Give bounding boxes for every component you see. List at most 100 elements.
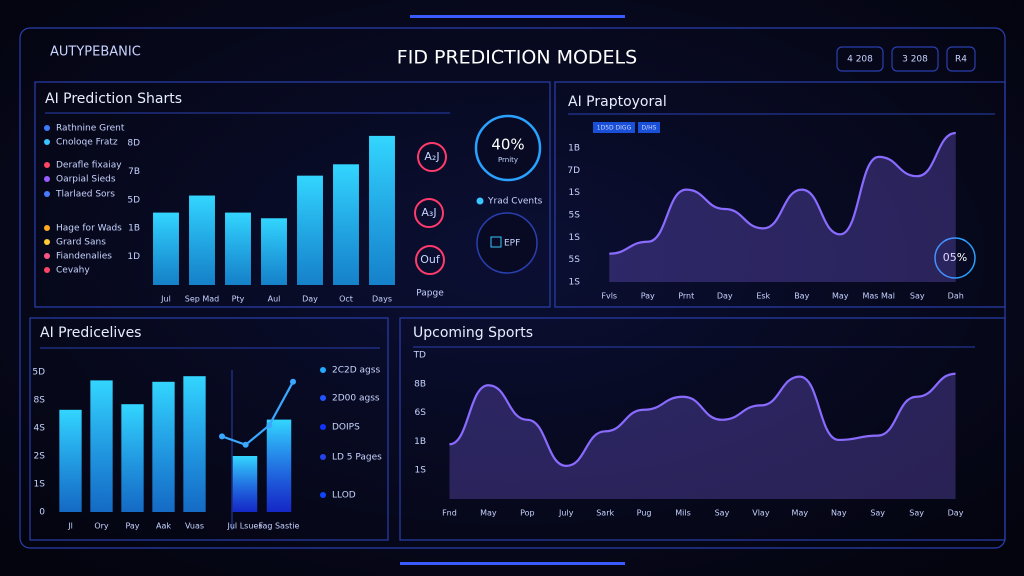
legend-dot <box>44 267 50 273</box>
x-tick-label: May <box>792 509 809 518</box>
x-tick-label: Mils <box>675 509 691 518</box>
x-tick-label: Jl <box>67 522 73 531</box>
gauge <box>474 114 542 182</box>
button[interactable] <box>836 46 884 72</box>
legend-label: Rathnine Grent <box>56 124 125 134</box>
panel-title: AI Praptoyoral <box>568 94 667 110</box>
events-label: Yrad Cvents <box>487 197 543 207</box>
x-tick-label: Sep Mad <box>185 295 220 304</box>
y-tick-label: 2S <box>34 452 46 462</box>
legend-label: Hage for Wads <box>56 224 122 234</box>
x-tick-label: Jul <box>160 295 171 304</box>
button[interactable] <box>946 46 976 72</box>
legend-dot <box>44 162 50 168</box>
badge <box>417 142 447 172</box>
legend-dot <box>44 253 50 259</box>
bar <box>232 456 258 512</box>
x-tick-label: Nay <box>831 509 847 518</box>
bar <box>153 212 179 285</box>
x-tick-label: Fag Sastie <box>259 522 300 531</box>
x-tick-label: Pug <box>637 509 652 518</box>
y-tick-label: 1S <box>569 188 581 198</box>
y-tick-label: 1B <box>128 224 140 234</box>
button-label[interactable]: 4 208 <box>847 55 873 65</box>
y-tick-label: 1B <box>568 143 580 153</box>
button-label[interactable]: R4 <box>955 55 967 65</box>
legend-label: Cevahy <box>56 266 90 276</box>
page-title: FID PREDICTION MODELS <box>397 47 637 69</box>
legend-label: 2C2D agss <box>332 366 380 376</box>
button[interactable] <box>891 46 939 72</box>
legend-dot <box>320 454 326 460</box>
gauge-caption: Prnity <box>498 156 518 164</box>
x-tick-label: Say <box>715 509 730 518</box>
y-tick-label: 5S <box>569 255 581 265</box>
line <box>609 131 956 255</box>
x-tick-label: Prnt <box>678 292 694 301</box>
legend-dot <box>44 191 50 197</box>
panel <box>29 317 389 541</box>
y-tick-label: 1D <box>127 252 140 262</box>
area <box>609 133 956 282</box>
gauge <box>934 237 976 279</box>
x-tick-label: Vlay <box>752 509 770 518</box>
epf-label: EPF <box>504 239 520 249</box>
line <box>449 372 956 467</box>
y-tick-label: 7B <box>128 167 140 177</box>
point <box>290 378 296 385</box>
x-tick-label: Bay <box>794 292 809 301</box>
axis-label: Papge <box>416 289 444 299</box>
panel-title: AI Prediction Sharts <box>45 91 182 107</box>
bar <box>121 404 144 512</box>
bar <box>266 419 292 512</box>
legend-label: DOIPS <box>332 423 360 433</box>
x-tick-label: Mas Mal <box>862 292 895 301</box>
panel <box>554 81 1006 308</box>
x-tick-label: Day <box>717 292 733 301</box>
point <box>266 422 273 429</box>
x-tick-label: July <box>558 509 574 518</box>
x-tick-label: May <box>480 509 497 518</box>
y-tick-label: TD <box>413 351 426 361</box>
x-tick-label: Days <box>372 295 392 304</box>
gauge-value: 05% <box>943 251 967 264</box>
button-label[interactable]: 3 208 <box>902 55 928 65</box>
y-tick-label: 0 <box>39 508 45 518</box>
x-tick-label: Sark <box>596 509 614 518</box>
bar <box>369 135 395 285</box>
x-tick-label: Aul <box>268 295 281 304</box>
legend-label: 2D00 agss <box>332 394 380 404</box>
x-tick-label: Aak <box>156 522 171 531</box>
x-tick-label: Say <box>870 509 885 518</box>
legend-dot <box>44 225 50 231</box>
legend-dot <box>44 239 50 245</box>
y-tick-label: 1B <box>414 437 426 447</box>
legend-dot <box>320 367 326 373</box>
legend-dot <box>320 492 326 498</box>
y-tick-label: 8S <box>34 396 46 406</box>
panel-title: AI Predicelives <box>40 325 141 341</box>
tag[interactable] <box>593 122 635 133</box>
x-tick-label: Day <box>302 295 318 304</box>
x-tick-label: Fvls <box>601 292 617 301</box>
y-tick-label: 8D <box>127 139 140 149</box>
legend-label: Grard Sans <box>56 238 106 248</box>
y-tick-label: 1S <box>569 278 581 288</box>
tag-label[interactable]: 1D5D DIGG <box>597 125 632 132</box>
y-tick-label: 4S <box>34 424 46 434</box>
point <box>242 441 249 448</box>
x-tick-label: Pop <box>520 509 535 518</box>
legend-label: Oarpial Sieds <box>56 175 116 185</box>
bar <box>333 164 359 285</box>
x-tick-label: Pay <box>125 522 139 531</box>
legend-label: Derafle fixaiay <box>56 161 122 171</box>
badge <box>415 245 445 275</box>
bar <box>261 218 287 285</box>
tag[interactable] <box>638 122 660 133</box>
y-tick-label: 5S <box>569 210 581 220</box>
badge-label: Ouf <box>420 253 441 266</box>
legend-label: LLOD <box>332 491 356 501</box>
tag-label[interactable]: D/HS <box>642 125 657 132</box>
bar <box>152 381 175 512</box>
